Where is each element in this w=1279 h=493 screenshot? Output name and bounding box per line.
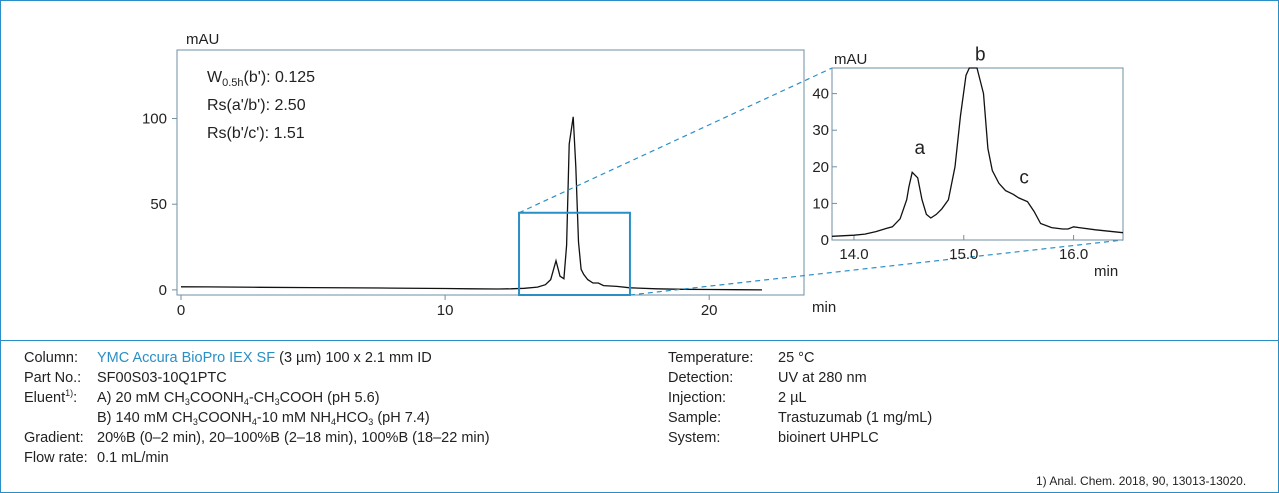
- inset-x-tick-label: 16.0: [1059, 246, 1088, 263]
- zoom-region-box: [518, 211, 631, 296]
- temperature-row: Temperature: 25 °C: [668, 348, 932, 368]
- inset-y-axis-label: mAU: [834, 51, 867, 68]
- eluent-label: Eluent1):: [24, 388, 78, 407]
- eluent-a-row: Eluent1): A) 20 mM CH3COONH4-CH3COOH (pH…: [24, 388, 490, 408]
- detection-row: Detection: UV at 280 nm: [668, 368, 932, 388]
- system-row: System: bioinert UHPLC: [668, 428, 932, 448]
- system-value: bioinert UHPLC: [778, 430, 879, 446]
- eluent-a-value: A) 20 mM CH3COONH4-CH3COOH (pH 5.6): [97, 390, 380, 407]
- inset-y-tick-label: 20: [812, 159, 829, 176]
- resolution-bc-annotation: Rs(b'/c'): 1.51: [207, 125, 305, 142]
- inset-x-tick-label: 14.0: [839, 246, 868, 263]
- eluent-footnote-marker: 1): [65, 388, 74, 398]
- detection-label: Detection:: [668, 370, 734, 386]
- peak-label-b: b: [975, 45, 986, 66]
- gradient-value: 20%B (0–2 min), 20–100%B (2–18 min), 100…: [97, 430, 490, 446]
- main-chromatogram-trace: [180, 116, 763, 291]
- eluent-b-row: B) 140 mM CH3COONH4-10 mM NH4HCO3 (pH 7.…: [24, 408, 490, 428]
- temperature-label: Temperature:: [668, 350, 754, 366]
- peak-label-c: c: [1019, 167, 1029, 188]
- conditions-left: Column: YMC Accura BioPro IEX SF (3 µm) …: [24, 348, 490, 468]
- inset-plot-frame: [831, 67, 1124, 241]
- zoom-connector-top: [518, 67, 833, 214]
- system-label: System:: [668, 430, 721, 446]
- gradient-row: Gradient: 20%B (0–2 min), 20–100%B (2–18…: [24, 428, 490, 448]
- flow-rate-value: 0.1 mL/min: [97, 450, 169, 466]
- part-number-label: Part No.:: [24, 370, 82, 386]
- temperature-value: 25 °C: [778, 350, 815, 366]
- main-y-tick-label: 50: [150, 196, 167, 213]
- inset-y-tick-label: 0: [821, 232, 829, 249]
- sample-value: Trastuzumab (1 mg/mL): [778, 410, 933, 426]
- conditions-right: Temperature: 25 °C Detection: UV at 280 …: [668, 348, 932, 448]
- resolution-ab-annotation: Rs(a'/b'): 2.50: [207, 97, 306, 114]
- section-divider: [0, 340, 1279, 341]
- detection-value: UV at 280 nm: [778, 370, 867, 386]
- injection-row: Injection: 2 µL: [668, 388, 932, 408]
- part-number-row: Part No.: SF00S03-10Q1PTC: [24, 368, 490, 388]
- peak-label-a: a: [915, 138, 926, 159]
- sample-row: Sample: Trastuzumab (1 mg/mL): [668, 408, 932, 428]
- injection-value: 2 µL: [778, 390, 807, 406]
- main-x-axis-label: min: [812, 299, 836, 316]
- inset-chromatogram-trace: [831, 67, 1124, 237]
- inset-x-axis-label: min: [1094, 263, 1118, 280]
- column-label: Column:: [24, 350, 78, 366]
- literature-reference: 1) Anal. Chem. 2018, 90, 13013-13020.: [1036, 474, 1247, 488]
- inset-y-tick-label: 10: [812, 195, 829, 212]
- main-y-tick-label: 0: [159, 282, 167, 299]
- flow-rate-row: Flow rate: 0.1 mL/min: [24, 448, 490, 468]
- width-half-height-annotation: W0.5h(b'): 0.125: [207, 69, 315, 89]
- gradient-label: Gradient:: [24, 430, 84, 446]
- inset-x-tick-label: 15.0: [949, 246, 978, 263]
- part-number-value: SF00S03-10Q1PTC: [97, 370, 227, 386]
- flow-rate-label: Flow rate:: [24, 450, 88, 466]
- main-x-tick-label: 20: [701, 302, 718, 319]
- column-row: Column: YMC Accura BioPro IEX SF (3 µm) …: [24, 348, 490, 368]
- zoom-connector-bottom: [629, 239, 1124, 296]
- column-product-link[interactable]: YMC Accura BioPro IEX SF: [97, 350, 276, 366]
- inset-chromatogram: 0 10 20 30 40 14.0 15.0 16.0 mAU min a b c: [812, 45, 1124, 280]
- main-y-tick-label: 100: [142, 111, 167, 128]
- main-y-axis-label: mAU: [186, 31, 219, 48]
- main-x-tick-label: 10: [437, 302, 454, 319]
- main-x-tick-label: 0: [177, 302, 185, 319]
- sample-label: Sample:: [668, 410, 722, 426]
- injection-label: Injection:: [668, 390, 727, 406]
- column-spec: (3 µm) 100 x 2.1 mm ID: [275, 350, 432, 366]
- inset-y-tick-label: 30: [812, 122, 829, 139]
- eluent-b-value: B) 140 mM CH3COONH4-10 mM NH4HCO3 (pH 7.…: [97, 410, 430, 427]
- inset-y-tick-label: 40: [812, 86, 829, 103]
- main-plot-frame: [176, 49, 805, 296]
